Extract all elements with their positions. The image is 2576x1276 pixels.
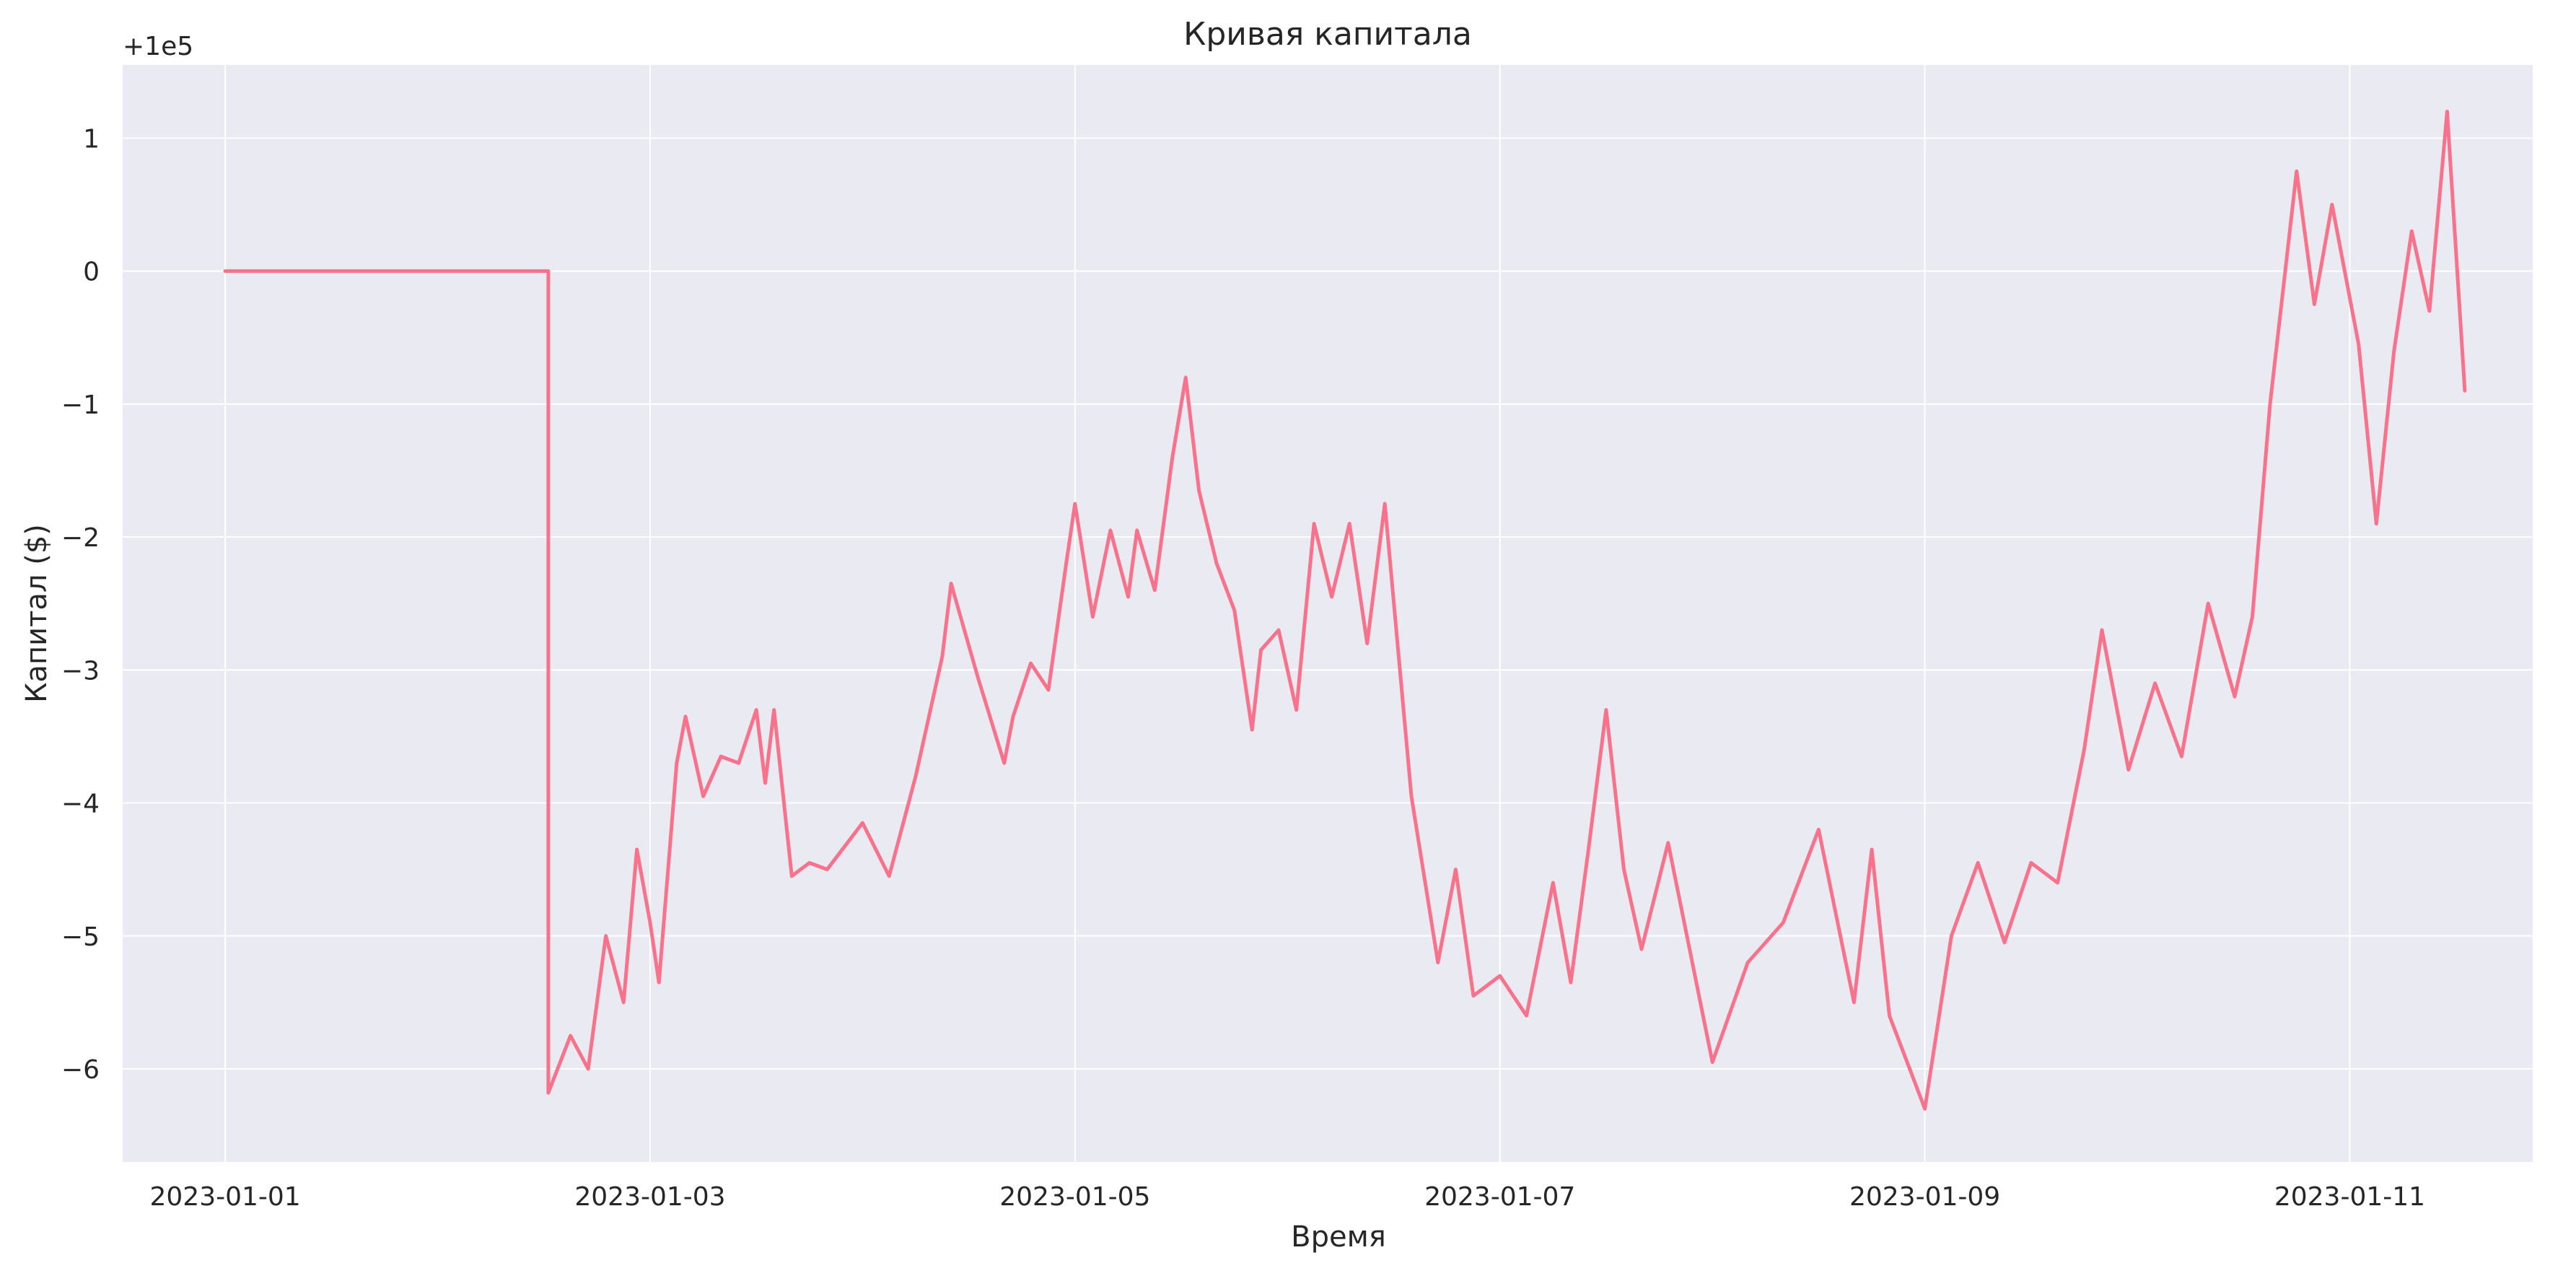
x-tick-label: 2023-01-07 — [1424, 1182, 1575, 1212]
y-tick-label: −3 — [61, 656, 100, 686]
y-tick-label: −4 — [61, 790, 100, 819]
y-axis-label: Капитал ($) — [20, 524, 53, 703]
tick-labels: 2023-01-01 2023-01-03 2023-01-05 2023-01-07… — [61, 124, 2425, 1212]
equity-line — [223, 110, 2467, 1111]
x-tick-label: 2023-01-05 — [999, 1182, 1150, 1212]
y-tick-label: −2 — [61, 523, 100, 553]
y-tick-label: −1 — [61, 390, 100, 420]
x-tick-label: 2023-01-01 — [149, 1182, 300, 1212]
y-tick-label: −5 — [61, 922, 100, 952]
x-tick-label: 2023-01-09 — [1849, 1182, 2000, 1212]
plot-area — [123, 65, 2533, 1162]
y-tick-label: 1 — [83, 124, 100, 154]
series-layer — [223, 110, 2467, 1111]
y-offset-label: +1e5 — [123, 32, 193, 61]
x-axis-label: Время — [1291, 1220, 1386, 1254]
y-tick-label: −6 — [61, 1055, 100, 1085]
x-tick-label: 2023-01-11 — [2274, 1182, 2425, 1212]
chart-title: Кривая капитала — [1183, 16, 1472, 53]
y-tick-label: 0 — [83, 258, 100, 287]
x-tick-label: 2023-01-03 — [574, 1182, 725, 1212]
